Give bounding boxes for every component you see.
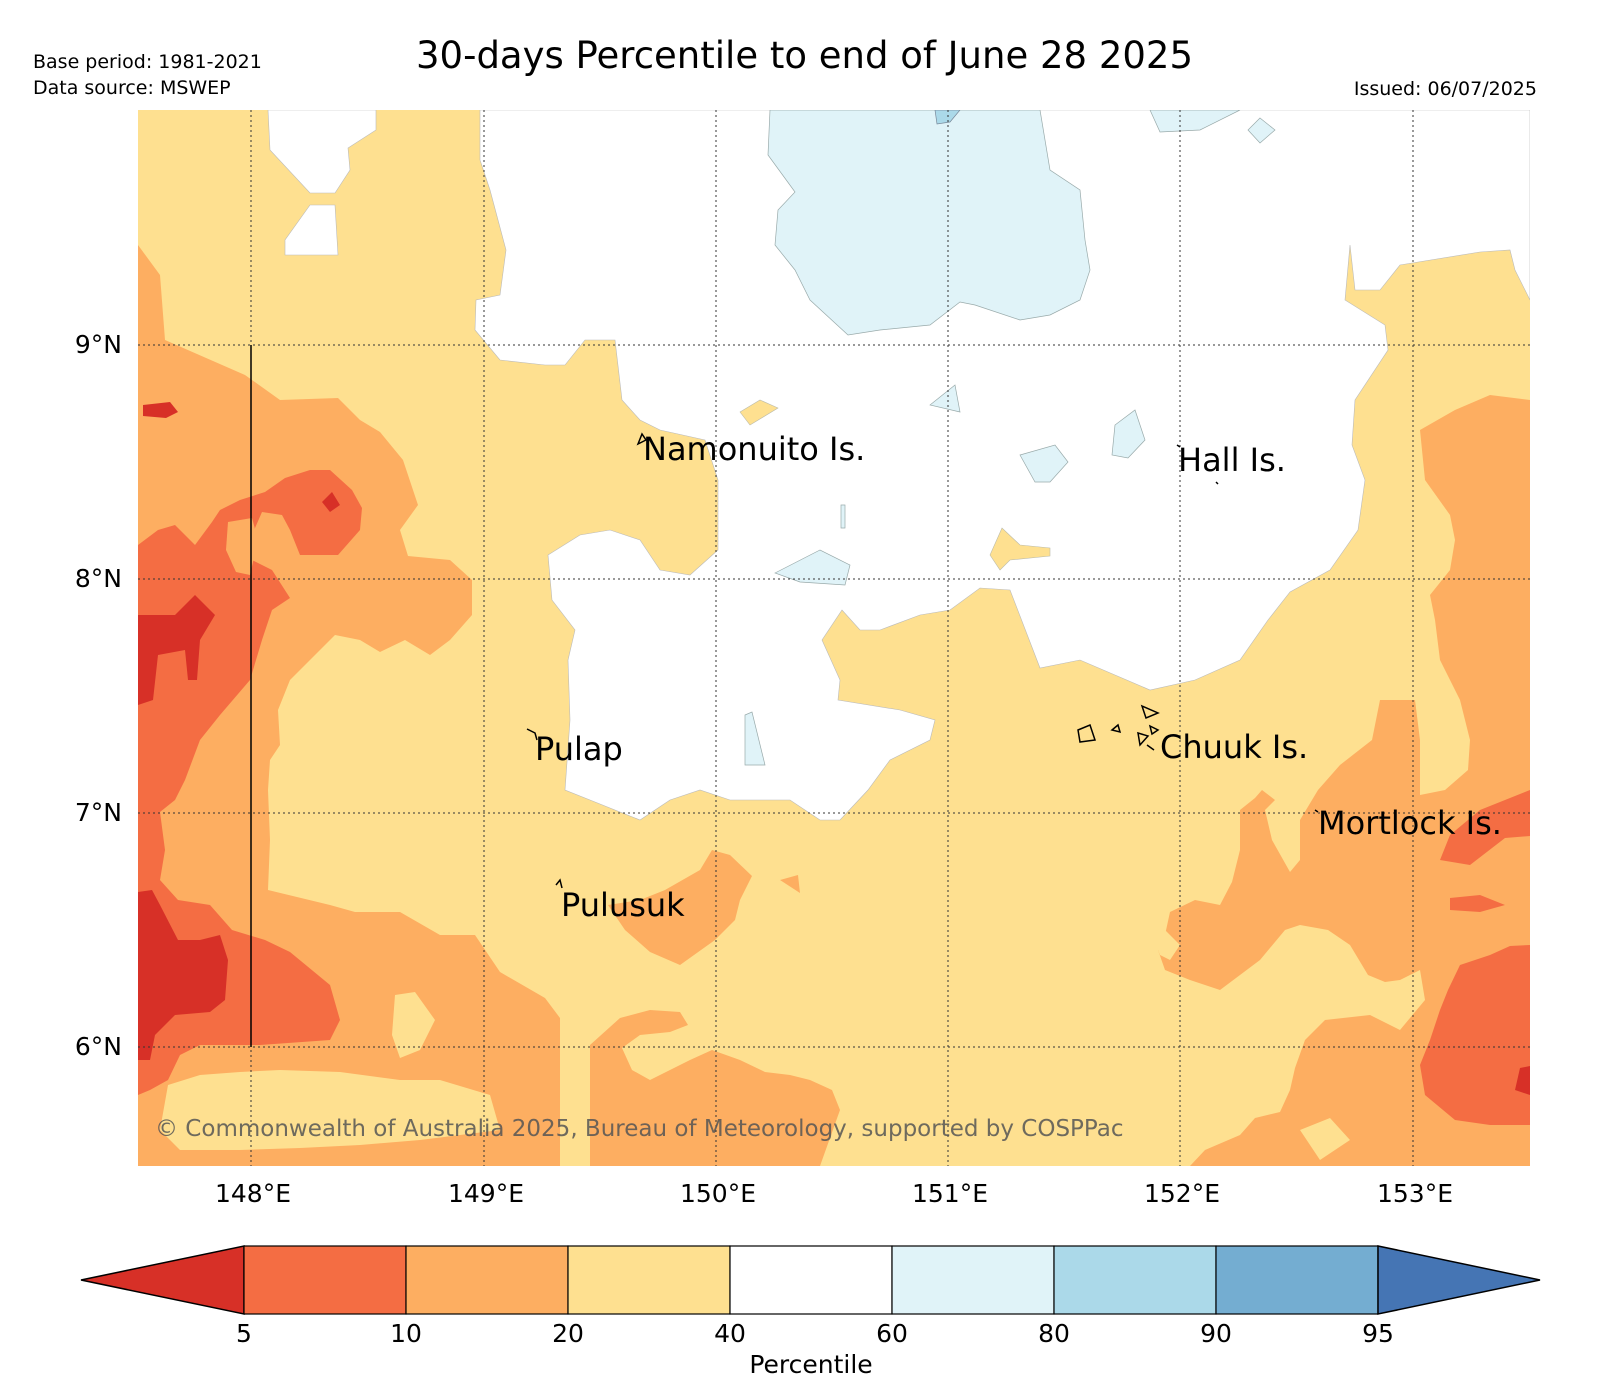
band-5-10-patch xyxy=(1450,895,1505,912)
colorbar-tick-label: 90 xyxy=(1200,1319,1232,1348)
band-60-80-patch xyxy=(1247,117,1276,144)
band-5-10-east xyxy=(1440,790,1530,865)
band-10-20-east xyxy=(1158,395,1530,1166)
band-below-5-west xyxy=(138,890,228,1060)
band-40-60-north xyxy=(267,110,1530,821)
colorbar-title: Percentile xyxy=(749,1350,872,1379)
lon-tick-label: 149°E xyxy=(448,1179,524,1208)
band-20-40-patch xyxy=(392,992,435,1058)
colorbar-segment xyxy=(729,1245,893,1315)
band-20-40-patch xyxy=(989,527,1051,571)
map-fill xyxy=(138,110,1530,1166)
colorbar: 5 10 20 40 60 80 90 95 Percentile xyxy=(80,1245,1541,1379)
band-20-40-patch xyxy=(739,399,779,426)
lon-tick-label: 152°E xyxy=(1144,1179,1220,1208)
colorbar-segment xyxy=(567,1245,731,1315)
band-10-20-patch xyxy=(780,875,800,893)
colorbar-tick-label: 20 xyxy=(552,1319,584,1348)
band-40-60-patch xyxy=(284,204,339,256)
issued-date: Issued: 06/07/2025 xyxy=(1353,78,1537,100)
band-below-5-patch xyxy=(322,492,340,512)
copyright-notice: © Commonwealth of Australia 2025, Bureau… xyxy=(155,1116,1124,1142)
lon-tick-label: 150°E xyxy=(680,1179,756,1208)
band-60-80-patch xyxy=(929,384,961,413)
island-markers xyxy=(526,432,1319,889)
colorbar-segment xyxy=(405,1245,569,1315)
colorbar-tick-label: 5 xyxy=(236,1319,252,1348)
place-label-namonuito: Namonuito Is. xyxy=(643,430,865,468)
lat-tick-label: 7°N xyxy=(75,798,122,827)
colorbar-extend-high xyxy=(1377,1245,1541,1315)
band-60-80-patch xyxy=(1111,409,1146,459)
base-period: Base period: 1981-2021 xyxy=(33,51,262,73)
lat-tick-label: 9°N xyxy=(75,330,122,359)
band-5-10-east xyxy=(1420,945,1530,1125)
place-label-chuuk: Chuuk Is. xyxy=(1160,728,1308,766)
band-10-20-south xyxy=(590,1010,840,1166)
lat-tick-label: 6°N xyxy=(75,1032,122,1061)
place-label-hall: Hall Is. xyxy=(1178,441,1286,479)
band-below-5-patch xyxy=(1515,1066,1530,1095)
band-60-80-patch xyxy=(744,711,766,766)
band-60-80-patch xyxy=(774,549,851,586)
data-source: Data source: MSWEP xyxy=(33,77,231,99)
colorbar-tick-label: 40 xyxy=(714,1319,746,1348)
lon-tick-label: 153°E xyxy=(1377,1179,1453,1208)
lon-tick-label: 148°E xyxy=(215,1179,291,1208)
colorbar-segment xyxy=(1053,1245,1217,1315)
band-60-80-patch xyxy=(1019,444,1069,483)
colorbar-segment xyxy=(1215,1245,1379,1315)
colorbar-tick-label: 95 xyxy=(1362,1319,1394,1348)
place-label-mortlock: Mortlock Is. xyxy=(1318,804,1502,842)
band-10-20-patch xyxy=(226,518,258,575)
band-20-40-patch xyxy=(1300,1118,1350,1160)
colorbar-extend-low xyxy=(80,1245,245,1315)
colorbar-segment xyxy=(891,1245,1055,1315)
colorbar-segment xyxy=(243,1245,407,1315)
colorbar-tick-label: 80 xyxy=(1038,1319,1070,1348)
band-20-40-patch xyxy=(160,1070,500,1150)
meta-info-left: Base period: 1981-2021 Data source: MSWE… xyxy=(33,49,262,101)
band-20-40-patch xyxy=(1152,930,1180,960)
lon-tick-label: 151°E xyxy=(912,1179,988,1208)
place-label-pulap: Pulap xyxy=(535,730,623,768)
band-60-80-patch xyxy=(840,504,846,529)
band-below-5-patch xyxy=(143,402,178,418)
lat-tick-label: 8°N xyxy=(75,564,122,593)
colorbar-tick-label: 60 xyxy=(876,1319,908,1348)
place-label-pulusuk: Pulusuk xyxy=(561,886,685,924)
band-60-80-patch xyxy=(1149,110,1241,133)
band-60-80-north xyxy=(767,110,1091,336)
map-title: 30-days Percentile to end of June 28 202… xyxy=(416,34,1193,77)
colorbar-tick-label: 10 xyxy=(390,1319,422,1348)
band-below-5-west xyxy=(138,595,215,705)
